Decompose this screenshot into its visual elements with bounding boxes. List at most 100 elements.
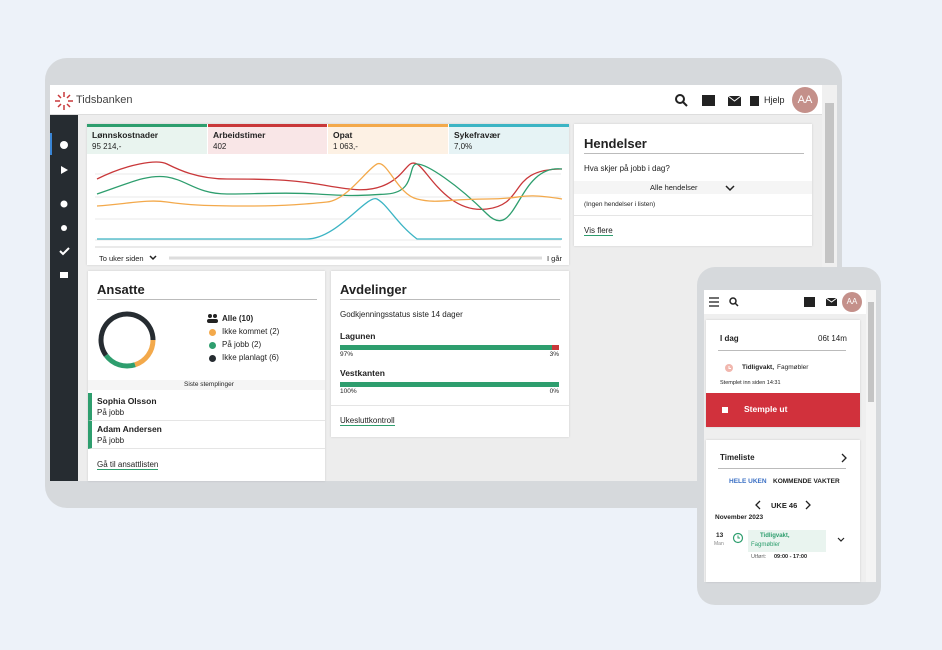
departments-link[interactable]: Ukesluttkontroll — [340, 416, 395, 426]
bar-label: 97% — [340, 351, 354, 358]
phone-top-bar — [704, 290, 866, 314]
bar-label: 100% — [340, 388, 357, 395]
donut-segment — [134, 339, 156, 368]
month: November 2023 — [715, 514, 764, 521]
range-start[interactable]: To uker siden — [99, 254, 144, 263]
done-label: Utført: — [751, 554, 767, 560]
employees-card — [88, 271, 325, 481]
departments-title: Avdelinger — [340, 282, 407, 297]
sidebar — [50, 115, 78, 481]
kpi-value: 95 214,- — [92, 142, 122, 151]
today-title: I dag — [720, 334, 739, 343]
kpi[interactable]: Sykefravær 7,0% — [449, 124, 569, 154]
legend-total: Alle (10) — [222, 314, 254, 323]
dept-name: Lagunen — [340, 331, 376, 341]
bar-approved — [340, 382, 559, 387]
events-title: Hendelser — [584, 136, 647, 151]
divider — [340, 299, 560, 300]
kpi-label: Sykefravær — [454, 130, 501, 140]
recent-title: Siste stemplinger — [184, 381, 234, 388]
tab[interactable]: KOMMENDE VAKTER — [773, 478, 840, 485]
week: UKE 46 — [771, 501, 798, 510]
timesheet-title: Timeliste — [720, 453, 755, 462]
line-chart — [95, 161, 563, 261]
events-filter[interactable]: Alle hendelser — [650, 183, 698, 192]
recent-bar — [88, 380, 325, 390]
legend-label: Ikke planlagt (6) — [222, 353, 279, 362]
events-link[interactable]: Vis flere — [584, 226, 613, 236]
shift-box[interactable] — [748, 530, 826, 552]
week-arrows[interactable] — [755, 500, 815, 510]
legend-dot — [209, 355, 216, 362]
done-time: 09:00 - 17:00 — [774, 554, 808, 560]
chevron-right[interactable] — [840, 453, 848, 463]
events-empty: (Ingen hendelser i listen) — [584, 201, 656, 208]
recent-name: Adam Andersen — [97, 424, 162, 434]
recent-status: På jobb — [97, 436, 125, 445]
logo-text: Tidsbanken — [76, 94, 133, 106]
group-icon — [207, 314, 218, 323]
bar-approved — [340, 345, 553, 350]
top-bar — [50, 85, 822, 115]
chevron[interactable] — [837, 537, 845, 543]
kpi[interactable]: Opat 1 063,- — [328, 124, 448, 154]
today-shift: Tidligvakt, — [742, 364, 775, 371]
help[interactable]: Hjelp — [764, 95, 785, 105]
kpi[interactable]: Lønnskostnader 95 214,- — [87, 124, 207, 154]
divider — [331, 405, 569, 406]
recent-name: Sophia Olsson — [97, 396, 157, 406]
avatar[interactable]: AA — [842, 292, 862, 312]
sidebar-icons[interactable] — [57, 139, 71, 309]
weekday: Man — [714, 541, 724, 547]
legend-label: På jobb (2) — [222, 340, 262, 349]
employees-title: Ansatte — [97, 282, 145, 297]
kpi-label: Arbeidstimer — [213, 130, 266, 140]
divider — [584, 153, 804, 154]
shift-clock — [732, 532, 744, 544]
kpi-value: 402 — [213, 142, 227, 151]
shift-place: Fagmøbler — [751, 542, 781, 548]
phone-scrollbar — [866, 290, 876, 582]
clock-out-button[interactable] — [706, 393, 860, 427]
kpi-value: 1 063,- — [333, 142, 358, 151]
today-since: Stemplet inn siden 14:31 — [720, 380, 781, 386]
phone-icons[interactable] — [708, 296, 818, 308]
day: 13 — [716, 532, 724, 539]
chevron — [725, 185, 735, 192]
divider — [718, 350, 846, 351]
departments-card — [331, 271, 569, 437]
employees-link[interactable]: Gå til ansattlisten — [97, 460, 159, 470]
donut — [98, 311, 156, 369]
avatar[interactable]: AA — [792, 87, 818, 113]
button-label[interactable]: Stemple ut — [744, 404, 788, 414]
range-end[interactable]: I går — [547, 254, 563, 263]
divider — [97, 299, 317, 300]
tab[interactable]: HELE UKEN — [729, 478, 767, 485]
recent-row[interactable] — [88, 393, 325, 421]
departments-subtitle: Godkjenningsstatus siste 14 dager — [340, 310, 463, 319]
kpi-value: 7,0% — [454, 142, 473, 151]
events-question: Hva skjer på jobb i dag? — [584, 164, 670, 173]
donut-segment — [103, 353, 136, 369]
donut-segment — [98, 311, 156, 357]
bar-label: 0% — [549, 388, 559, 395]
legend-dot — [209, 329, 216, 336]
divider — [574, 215, 812, 216]
top-icons[interactable] — [674, 93, 774, 109]
mail-icon[interactable] — [826, 297, 838, 307]
filter-bar — [574, 181, 812, 194]
bar-label: 3% — [549, 351, 559, 358]
shift: Tidligvakt, — [760, 533, 790, 539]
kpi[interactable]: Arbeidstimer 402 — [208, 124, 327, 154]
clock-icon — [725, 364, 733, 372]
timesheet-card — [706, 440, 860, 582]
recent-row[interactable] — [88, 421, 325, 449]
dept-name: Vestkanten — [340, 368, 385, 378]
kpi-label: Lønnskostnader — [92, 130, 159, 140]
today-duration: 06t 14m — [818, 334, 847, 343]
legend-dot — [209, 342, 216, 349]
recent-status: På jobb — [97, 408, 125, 417]
kpi-label: Opat — [333, 130, 353, 140]
today-place: Fagmøbler — [777, 364, 809, 371]
divider — [718, 468, 846, 469]
